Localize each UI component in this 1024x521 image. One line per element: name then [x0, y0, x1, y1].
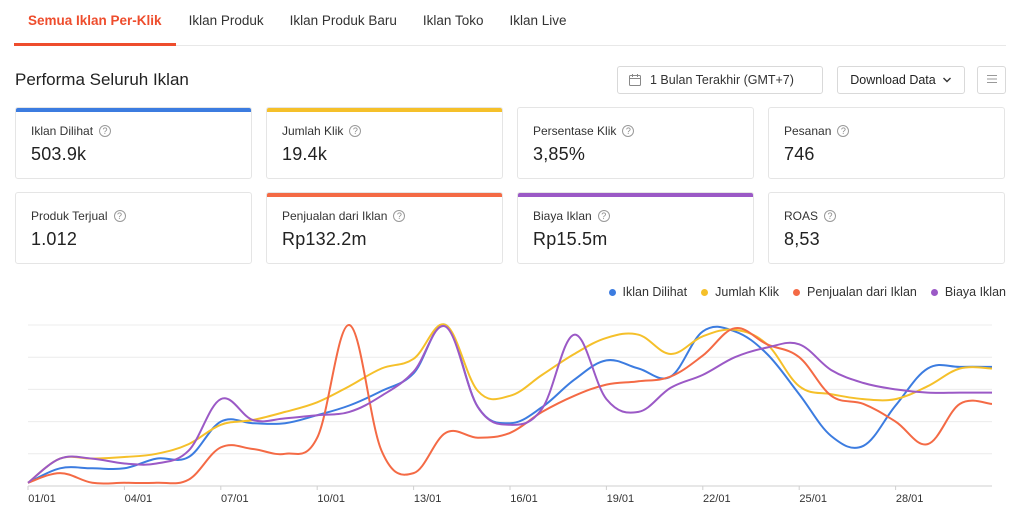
tab-iklan-toko[interactable]: Iklan Toko	[422, 13, 484, 28]
metric-active-bar	[267, 193, 502, 197]
series-line-biaya-iklan[interactable]	[27, 325, 992, 484]
metric-card-persentase-klik[interactable]: Persentase Klik? 3,85%	[517, 107, 754, 179]
metric-card-roas[interactable]: ROAS? 8,53	[768, 192, 1005, 264]
tab-bar: Semua Iklan Per-Klik Iklan Produk Iklan …	[14, 0, 1006, 46]
x-tick-label: 07/01	[221, 493, 249, 505]
legend-label: Penjualan dari Iklan	[807, 285, 917, 299]
metric-label: Jumlah Klik	[282, 124, 344, 138]
list-menu-icon	[986, 71, 998, 89]
chart-x-axis: 01/01 04/01 07/01 10/01 13/01 16/01 19/01 22/01…	[27, 486, 924, 505]
help-icon[interactable]: ?	[837, 125, 850, 137]
date-range-label: 1 Bulan Terakhir (GMT+7)	[650, 73, 794, 87]
legend-label: Biaya Iklan	[944, 285, 1006, 299]
page-title: Performa Seluruh Iklan	[15, 70, 189, 89]
date-range-picker[interactable]: 1 Bulan Terakhir (GMT+7)	[617, 66, 823, 94]
metric-card-jumlah-klik[interactable]: Jumlah Klik? 19.4k	[266, 107, 503, 179]
metric-active-bar	[518, 193, 753, 197]
x-tick-label: 04/01	[125, 493, 153, 505]
metric-value: Rp132.2m	[282, 229, 367, 249]
metric-label: ROAS	[784, 209, 819, 223]
metric-label: Iklan Dilihat	[31, 124, 94, 138]
calendar-icon	[628, 73, 642, 87]
metric-value: 19.4k	[282, 144, 328, 164]
metric-label: Produk Terjual	[31, 209, 108, 223]
metric-value: 503.9k	[31, 144, 87, 164]
help-icon[interactable]: ?	[99, 125, 112, 137]
x-tick-label: 13/01	[414, 493, 442, 505]
list-menu-button[interactable]	[977, 66, 1006, 94]
tab-iklan-produk[interactable]: Iklan Produk	[188, 13, 264, 28]
x-tick-label: 16/01	[510, 493, 538, 505]
metric-card-pesanan[interactable]: Pesanan? 746	[768, 107, 1005, 179]
legend-item-jumlah-klik[interactable]: Jumlah Klik	[701, 285, 779, 299]
help-icon[interactable]: ?	[622, 125, 635, 137]
series-line-penjualan-dari-iklan[interactable]	[27, 324, 993, 485]
help-icon[interactable]: ?	[393, 210, 406, 222]
metric-active-bar	[16, 108, 251, 112]
legend-label: Iklan Dilihat	[622, 285, 688, 299]
metric-value: Rp15.5m	[533, 229, 608, 249]
legend-item-iklan-dilihat[interactable]: Iklan Dilihat	[608, 285, 688, 299]
x-tick-label: 10/01	[317, 493, 345, 505]
help-icon[interactable]: ?	[824, 210, 837, 222]
metric-card-iklan-dilihat[interactable]: Iklan Dilihat? 503.9k	[15, 107, 252, 179]
help-icon[interactable]: ?	[349, 125, 362, 137]
chevron-down-icon	[942, 75, 952, 85]
metric-card-biaya-iklan[interactable]: Biaya Iklan? Rp15.5m	[517, 192, 754, 264]
series-line-jumlah-klik[interactable]	[27, 323, 993, 484]
download-data-label: Download Data	[850, 73, 936, 87]
legend-label: Jumlah Klik	[715, 285, 780, 299]
metric-card-produk-terjual[interactable]: Produk Terjual? 1.012	[15, 192, 252, 264]
x-tick-label: 01/01	[28, 493, 56, 505]
help-icon[interactable]: ?	[597, 210, 610, 222]
metric-value: 746	[784, 144, 815, 164]
chart-legend: Iklan Dilihat Jumlah Klik Penjualan dari…	[595, 285, 1006, 299]
chart-grid	[28, 324, 992, 487]
legend-dot	[793, 288, 801, 296]
x-tick-label: 22/01	[703, 493, 731, 505]
performance-line-chart: 01/01 04/01 07/01 10/01 13/01 16/01 19/01 22/01…	[27, 323, 993, 505]
tab-iklan-live[interactable]: Iklan Live	[509, 13, 567, 28]
metric-label: Biaya Iklan	[533, 209, 592, 223]
legend-dot	[608, 288, 616, 296]
metric-card-penjualan-dari-iklan[interactable]: Penjualan dari Iklan? Rp132.2m	[266, 192, 503, 264]
metric-label: Penjualan dari Iklan	[282, 209, 388, 223]
metric-active-bar	[267, 108, 502, 112]
metric-value: 8,53	[784, 229, 820, 249]
metric-label: Persentase Klik	[533, 124, 617, 138]
metric-value: 3,85%	[533, 144, 586, 164]
legend-dot	[930, 288, 938, 296]
chart-series-lines	[27, 323, 993, 485]
x-tick-label: 19/01	[607, 493, 635, 505]
x-tick-label: 25/01	[799, 493, 827, 505]
legend-item-penjualan-dari-iklan[interactable]: Penjualan dari Iklan	[793, 285, 917, 299]
help-icon[interactable]: ?	[113, 210, 126, 222]
series-line-iklan-dilihat[interactable]	[27, 323, 993, 484]
tab-semua-iklan-per-klik[interactable]: Semua Iklan Per-Klik	[14, 0, 176, 46]
metric-value: 1.012	[31, 229, 78, 249]
x-tick-label: 28/01	[896, 493, 924, 505]
legend-item-biaya-iklan[interactable]: Biaya Iklan	[930, 285, 1006, 299]
legend-dot	[701, 288, 709, 296]
tab-iklan-produk-baru[interactable]: Iklan Produk Baru	[289, 13, 397, 28]
download-data-button[interactable]: Download Data	[837, 66, 965, 94]
metric-label: Pesanan	[784, 124, 832, 138]
